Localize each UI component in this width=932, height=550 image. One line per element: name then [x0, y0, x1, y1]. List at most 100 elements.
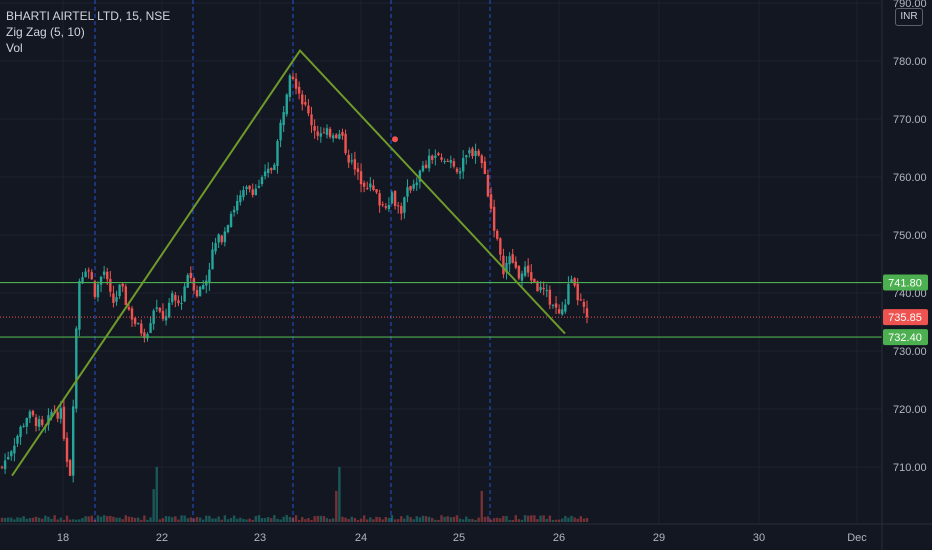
candle-body	[443, 160, 446, 162]
volume-bar	[313, 516, 316, 522]
volume-bar	[551, 519, 555, 522]
candle-body	[257, 186, 261, 188]
volume-bar	[217, 516, 220, 522]
candle-body	[393, 190, 397, 207]
candle-body	[232, 209, 236, 213]
volume-bar	[294, 515, 298, 522]
volume-bar	[307, 518, 310, 522]
candle-body	[78, 281, 81, 330]
candle-body	[31, 410, 35, 416]
volume-bar	[331, 518, 335, 522]
candle-body	[576, 283, 579, 301]
volume-bar	[480, 490, 483, 522]
candle-body	[369, 183, 372, 188]
volume-bar	[31, 517, 35, 522]
candle-body	[189, 272, 193, 279]
volume-bar	[427, 516, 431, 522]
price-tags: 741.80 735.85 732.40	[883, 274, 928, 346]
candle-body	[483, 161, 487, 174]
candle-body	[570, 279, 573, 282]
x-tick-label: 18	[57, 532, 69, 544]
volume-bar	[124, 515, 128, 522]
volume-bar	[130, 517, 134, 522]
candle-body	[279, 122, 282, 141]
volume-bar	[121, 519, 124, 522]
symbol-title[interactable]: BHARTI AIRTEL LTD, 15, NSE	[6, 9, 171, 23]
candle-body	[28, 411, 32, 419]
volume-bar	[316, 515, 319, 522]
candle-body	[220, 235, 223, 243]
vol-legend[interactable]: Vol	[6, 41, 23, 55]
volume-bar	[140, 519, 143, 522]
currency-badge[interactable]: INR	[895, 8, 923, 26]
volume-bar	[579, 516, 583, 522]
y-tick-label: 740.00	[893, 288, 927, 300]
candle-body	[381, 204, 384, 206]
x-tick-label: 26	[553, 532, 565, 544]
candle-body	[387, 204, 391, 210]
volume-bar	[90, 515, 93, 522]
candle-body	[545, 290, 548, 292]
candle-body	[554, 303, 558, 308]
candle-body	[115, 297, 118, 302]
candle-body	[297, 86, 301, 94]
candle-body	[90, 272, 93, 280]
candle-body	[161, 311, 165, 319]
volume-bar	[34, 516, 38, 522]
y-tick-label: 710.00	[893, 462, 927, 474]
candle-body	[316, 131, 319, 136]
volume-bar	[489, 519, 493, 522]
candle-body	[458, 171, 462, 174]
volume-bar	[152, 489, 155, 522]
volume-bar	[192, 518, 196, 522]
volume-bar	[87, 516, 90, 522]
candle-body	[112, 293, 115, 303]
volume-bar	[71, 519, 75, 522]
volume-bar	[149, 517, 152, 522]
volume-bar	[567, 517, 570, 522]
volume-bar	[291, 517, 295, 522]
candle-body	[341, 131, 344, 136]
volume-bar	[158, 519, 162, 522]
candle-body	[109, 279, 112, 292]
volume-bar	[393, 519, 397, 522]
volume-bar	[310, 519, 313, 522]
volume-bar	[19, 517, 22, 522]
volume-bar	[236, 518, 239, 522]
volume-bar	[530, 515, 533, 522]
volume-bars	[0, 467, 589, 522]
candle-body	[492, 206, 496, 231]
volume-bar	[270, 518, 273, 522]
candle-body	[263, 171, 267, 177]
candle-body	[582, 301, 586, 307]
zigzag-legend[interactable]: Zig Zag (5, 10)	[6, 25, 85, 39]
x-tick-label: 23	[254, 532, 266, 544]
volume-bar	[483, 516, 487, 522]
candle-body	[446, 160, 449, 162]
candle-body	[3, 460, 7, 470]
volume-bar	[276, 518, 279, 522]
volume-bar	[226, 519, 230, 522]
candle-body	[130, 308, 134, 320]
candle-body	[248, 185, 251, 190]
candle-body	[585, 308, 589, 318]
volume-bar	[440, 515, 443, 522]
price-tag-bg	[883, 309, 928, 326]
candle-body	[384, 206, 388, 208]
candle-body	[471, 148, 474, 157]
candle-body	[378, 193, 381, 206]
volume-bar	[127, 516, 131, 522]
price-tag-label: 732.40	[888, 332, 922, 344]
candle-body	[124, 286, 128, 306]
candle-body	[539, 286, 542, 291]
volume-bar	[25, 518, 28, 522]
volume-bar	[47, 516, 50, 522]
volume-bar	[403, 518, 406, 522]
volume-bar	[325, 518, 329, 522]
volume-bar	[183, 515, 186, 522]
volume-bar	[344, 517, 347, 522]
candle-body	[183, 286, 186, 302]
candle-body	[557, 309, 561, 314]
candle-body	[465, 155, 468, 158]
